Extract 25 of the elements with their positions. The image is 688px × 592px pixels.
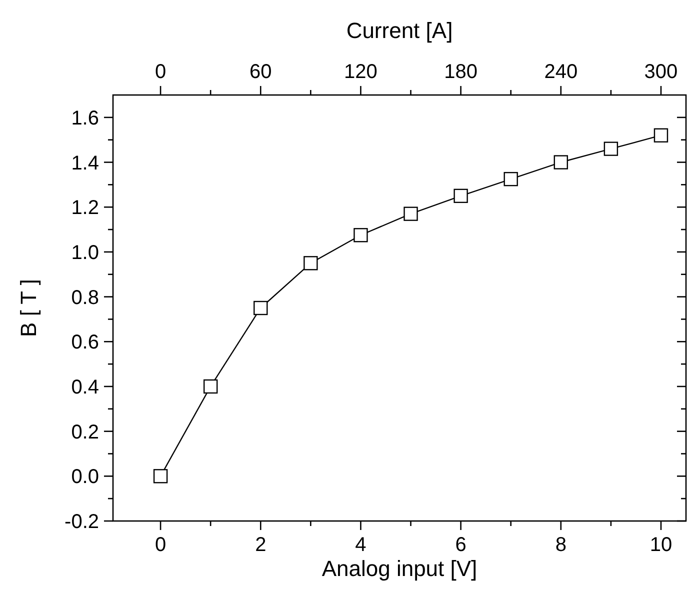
x2-tick-label: 240 [544,61,578,83]
x-tick-label: 6 [455,534,466,556]
y-tick-label: -0.2 [64,511,99,533]
y-tick-label: 0.8 [71,286,99,309]
y-tick-label: 1.0 [71,242,99,264]
y-tick-label: 1.4 [71,152,99,174]
y-tick-label: 0.6 [71,332,99,354]
x2-tick-label: 60 [250,61,272,83]
y-tick-label: 1.2 [71,197,99,220]
x2-tick-label: 120 [344,61,378,83]
y-tick-label: 0.4 [71,376,99,398]
x2-axis-title: Current [A] [346,18,453,43]
x-tick-label: 0 [154,534,166,556]
x-tick-label: 10 [650,534,672,556]
x2-tick-label: 180 [444,61,478,83]
y-tick-label: 0.0 [71,466,99,488]
y-tick-label: 1.6 [71,107,99,130]
y-tick-label: 0.2 [71,421,99,444]
x-tick-label: 2 [255,534,266,556]
y-axis-title: B [ T ] [16,279,41,337]
x-tick-label: 4 [355,534,366,556]
x2-tick-label: 0 [154,61,166,83]
x-axis-title: Analog input [V] [322,556,478,581]
x2-tick-label: 300 [644,61,678,83]
x-tick-label: 8 [555,534,566,556]
